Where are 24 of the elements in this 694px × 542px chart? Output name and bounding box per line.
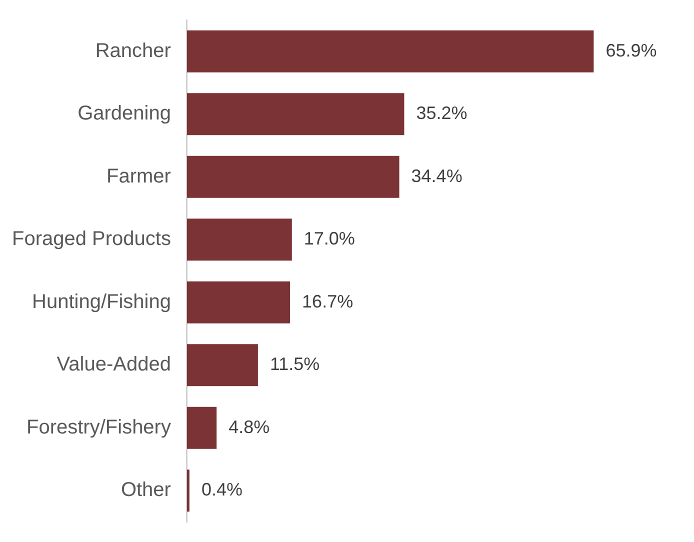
data-label: 65.9% bbox=[606, 40, 657, 60]
y-tick-label: Rancher bbox=[95, 40, 172, 62]
data-label: 16.7% bbox=[302, 291, 354, 312]
data-label: 11.5% bbox=[270, 354, 320, 374]
bar bbox=[186, 470, 190, 512]
bar bbox=[186, 281, 290, 324]
data-label: 35.2% bbox=[416, 103, 468, 124]
y-tick-label: Forestry/Fishery bbox=[26, 416, 171, 438]
bar bbox=[186, 344, 258, 386]
bar bbox=[186, 30, 594, 72]
y-tick-label: Foraged Products bbox=[12, 228, 171, 250]
data-label: 34.4% bbox=[411, 166, 462, 186]
y-tick-label: Farmer bbox=[106, 165, 172, 188]
y-tick-label: Value-Added bbox=[56, 354, 171, 376]
y-tick-label: Hunting/Fishing bbox=[32, 290, 171, 313]
bar bbox=[186, 156, 400, 198]
data-label: 17.0% bbox=[304, 228, 355, 249]
bar bbox=[186, 218, 292, 261]
y-tick-label: Gardening bbox=[78, 102, 171, 125]
data-label: 0.4% bbox=[201, 480, 242, 500]
bar bbox=[186, 93, 404, 136]
bar bbox=[186, 406, 217, 449]
y-tick-label: Other bbox=[120, 479, 172, 502]
data-label: 4.8% bbox=[228, 416, 270, 437]
